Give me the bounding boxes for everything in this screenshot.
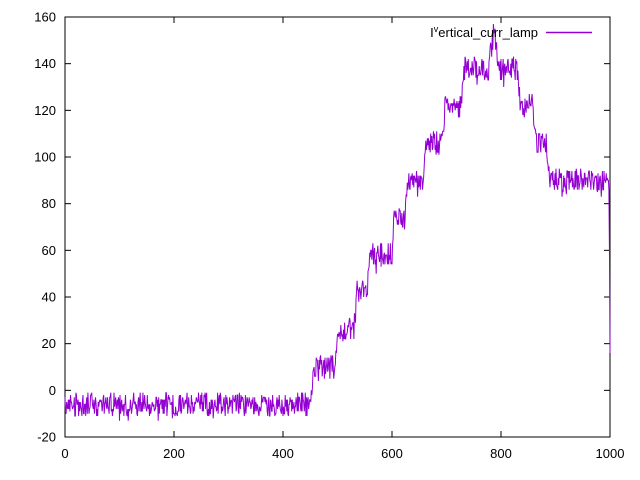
y-tick-label: 40 <box>42 290 56 305</box>
x-tick-label: 400 <box>272 446 294 461</box>
x-tick-label: 0 <box>61 446 68 461</box>
x-tick-label: 200 <box>163 446 185 461</box>
legend-label-superscript: v <box>434 24 439 34</box>
y-tick-label: 140 <box>34 56 56 71</box>
signal-polyline <box>64 23 611 421</box>
x-tick-label: 800 <box>490 446 512 461</box>
y-tick-label: 120 <box>34 103 56 118</box>
y-tick-label: 160 <box>34 10 56 25</box>
legend-label-rest: ertical_curr_lamp <box>438 25 538 40</box>
legend: Ivertical_curr_lamp <box>430 24 592 40</box>
data-series <box>64 23 611 421</box>
y-tick-label: -20 <box>37 430 56 445</box>
y-tick-label: 80 <box>42 196 56 211</box>
plot-border <box>64 16 611 438</box>
y-tick-label: 60 <box>42 243 56 258</box>
legend-label-prefix: I <box>430 25 434 40</box>
axis-ticks <box>64 16 611 438</box>
y-tick-label: 100 <box>34 150 56 165</box>
x-tick-label: 600 <box>381 446 403 461</box>
x-tick-label: 1000 <box>596 446 625 461</box>
y-tick-label: 20 <box>42 336 56 351</box>
y-tick-label: 0 <box>49 383 56 398</box>
axis-tick-labels: -20 0 20 40 60 80 100 120 140 160 0 200 400 600 800 100… <box>34 10 624 462</box>
legend-label: Ivertical_curr_lamp <box>430 24 538 40</box>
